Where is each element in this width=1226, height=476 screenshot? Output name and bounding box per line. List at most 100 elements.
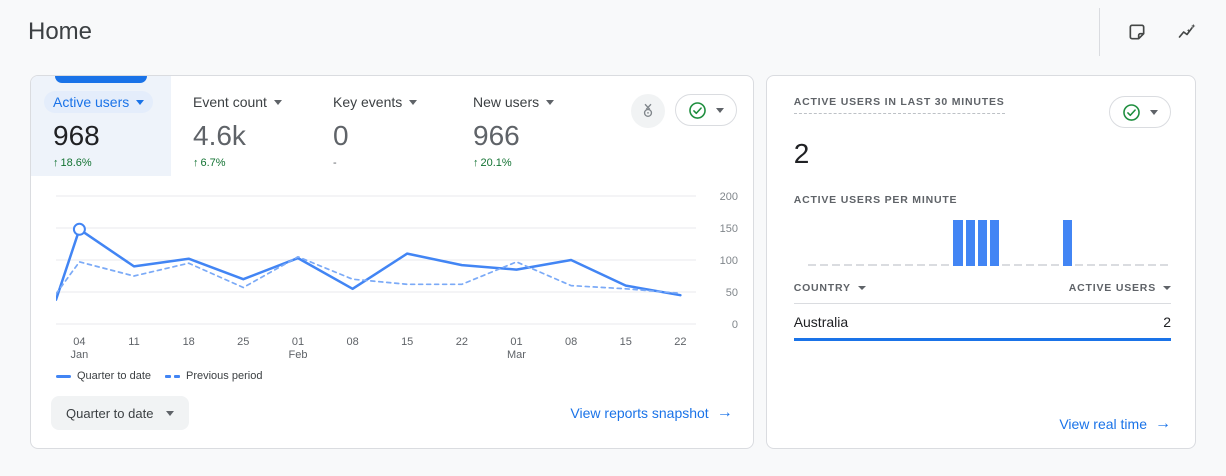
svg-text:Feb: Feb <box>289 349 308 361</box>
metric-tab-new-users[interactable]: New users 966 ↑ 20.1% <box>451 76 591 176</box>
benchmarking-button[interactable] <box>631 94 665 128</box>
legend-item-previous-period: Previous period <box>165 370 262 382</box>
svg-text:01: 01 <box>510 336 522 348</box>
metric-value: 4.6k <box>193 120 311 152</box>
svg-text:Jan: Jan <box>71 349 89 361</box>
minute-baseline-dash <box>893 264 901 266</box>
app-header: Home <box>0 0 1226 64</box>
minute-slot <box>1001 216 1013 266</box>
date-range-button[interactable]: Quarter to date <box>51 396 189 430</box>
metric-value: 966 <box>473 120 591 152</box>
minute-slot <box>1110 216 1122 266</box>
metric-delta: ↑ 6.7% <box>193 157 311 169</box>
minute-slot <box>1086 216 1098 266</box>
realtime-country-table: COUNTRY ACTIVE USERS Australia 2 <box>794 282 1171 341</box>
create-note-button[interactable] <box>1126 21 1148 43</box>
minute-baseline-dash <box>856 264 864 266</box>
solid-line-swatch <box>56 375 71 378</box>
metric-tab-active-users[interactable]: Active users 968 ↑ 18.6% <box>31 76 171 176</box>
chevron-down-icon <box>274 100 282 105</box>
minute-baseline-dash <box>929 264 937 266</box>
minute-slot <box>1025 216 1037 266</box>
metric-selector[interactable]: Key events <box>324 91 426 113</box>
minute-slot <box>989 216 1001 266</box>
data-quality-dropdown[interactable] <box>1109 96 1171 128</box>
view-reports-snapshot-link[interactable]: View reports snapshot → <box>570 405 732 421</box>
minute-baseline-dash <box>820 264 828 266</box>
minute-slot <box>1147 216 1159 266</box>
up-arrow-icon: ↑ <box>53 157 59 169</box>
svg-text:Mar: Mar <box>507 349 526 361</box>
metric-selector[interactable]: Event count <box>184 91 291 113</box>
minute-slot <box>1134 216 1146 266</box>
minute-bar <box>990 220 999 266</box>
minute-baseline-dash <box>1135 264 1143 266</box>
chevron-down-icon <box>1163 286 1171 290</box>
insights-sparkline-icon <box>1177 22 1197 42</box>
metric-selector[interactable]: Active users <box>44 91 153 113</box>
svg-text:0: 0 <box>732 319 738 331</box>
metric-value: 968 <box>53 120 171 152</box>
svg-text:08: 08 <box>565 336 577 348</box>
minute-bar <box>1063 220 1072 266</box>
minute-baseline-dash <box>1014 264 1022 266</box>
minute-baseline-dash <box>1123 264 1131 266</box>
card-actions <box>631 76 753 176</box>
minute-slot <box>1074 216 1086 266</box>
minute-slot <box>880 216 892 266</box>
minute-slot <box>1050 216 1062 266</box>
minute-baseline-dash <box>1038 264 1046 266</box>
svg-text:08: 08 <box>346 336 358 348</box>
svg-text:22: 22 <box>674 336 686 348</box>
svg-text:01: 01 <box>292 336 304 348</box>
active-users-column-header[interactable]: ACTIVE USERS <box>1069 282 1171 294</box>
metric-tab-key-events[interactable]: Key events 0 - <box>311 76 451 176</box>
minute-baseline-dash <box>808 264 816 266</box>
minute-bar <box>966 220 975 266</box>
metric-value: 0 <box>333 120 451 152</box>
chevron-down-icon <box>716 108 724 113</box>
insights-button[interactable] <box>1176 21 1198 43</box>
header-actions <box>1099 8 1198 56</box>
minute-slot <box>916 216 928 266</box>
minute-slot <box>904 216 916 266</box>
overview-card-footer: Quarter to date View reports snapshot → <box>31 382 753 448</box>
realtime-card: ACTIVE USERS IN LAST 30 MINUTES 2 ACTIVE… <box>766 75 1196 449</box>
country-column-header[interactable]: COUNTRY <box>794 282 866 294</box>
minute-baseline-dash <box>917 264 925 266</box>
data-quality-dropdown[interactable] <box>675 94 737 126</box>
svg-text:11: 11 <box>128 336 139 348</box>
metric-selector[interactable]: New users <box>464 91 563 113</box>
medal-icon <box>639 102 657 120</box>
row-percentage-bar <box>794 338 1171 341</box>
chevron-down-icon <box>858 286 866 290</box>
up-arrow-icon: ↑ <box>473 157 479 169</box>
per-minute-label: ACTIVE USERS PER MINUTE <box>794 194 1171 206</box>
metric-tabs: Active users 968 ↑ 18.6% Event count 4.6… <box>31 76 753 176</box>
svg-text:22: 22 <box>456 336 468 348</box>
minute-baseline-dash <box>881 264 889 266</box>
realtime-title: ACTIVE USERS IN LAST 30 MINUTES <box>794 96 1005 114</box>
minute-slot <box>1037 216 1049 266</box>
minute-baseline-dash <box>941 264 949 266</box>
chevron-down-icon <box>136 100 144 105</box>
svg-text:150: 150 <box>720 223 738 235</box>
metric-delta: ↑ 18.6% <box>53 157 171 169</box>
active-users-30min-value: 2 <box>794 138 1171 170</box>
minute-baseline-dash <box>1002 264 1010 266</box>
minute-slot <box>1159 216 1171 266</box>
active-users-trend-chart: 05010015020004Jan11182501Feb08152201Mar0… <box>31 176 753 362</box>
minute-slot <box>819 216 831 266</box>
minute-baseline-dash <box>868 264 876 266</box>
minute-baseline-dash <box>905 264 913 266</box>
realtime-card-footer: View real time → <box>794 406 1171 432</box>
minute-slot <box>1013 216 1025 266</box>
check-circle-icon <box>688 101 707 120</box>
view-real-time-link[interactable]: View real time → <box>1059 416 1171 432</box>
minute-baseline-dash <box>832 264 840 266</box>
minute-slot <box>1122 216 1134 266</box>
chevron-down-icon <box>409 100 417 105</box>
minute-bar <box>953 220 962 266</box>
metric-tab-event-count[interactable]: Event count 4.6k ↑ 6.7% <box>171 76 311 176</box>
minute-baseline-dash <box>1051 264 1059 266</box>
